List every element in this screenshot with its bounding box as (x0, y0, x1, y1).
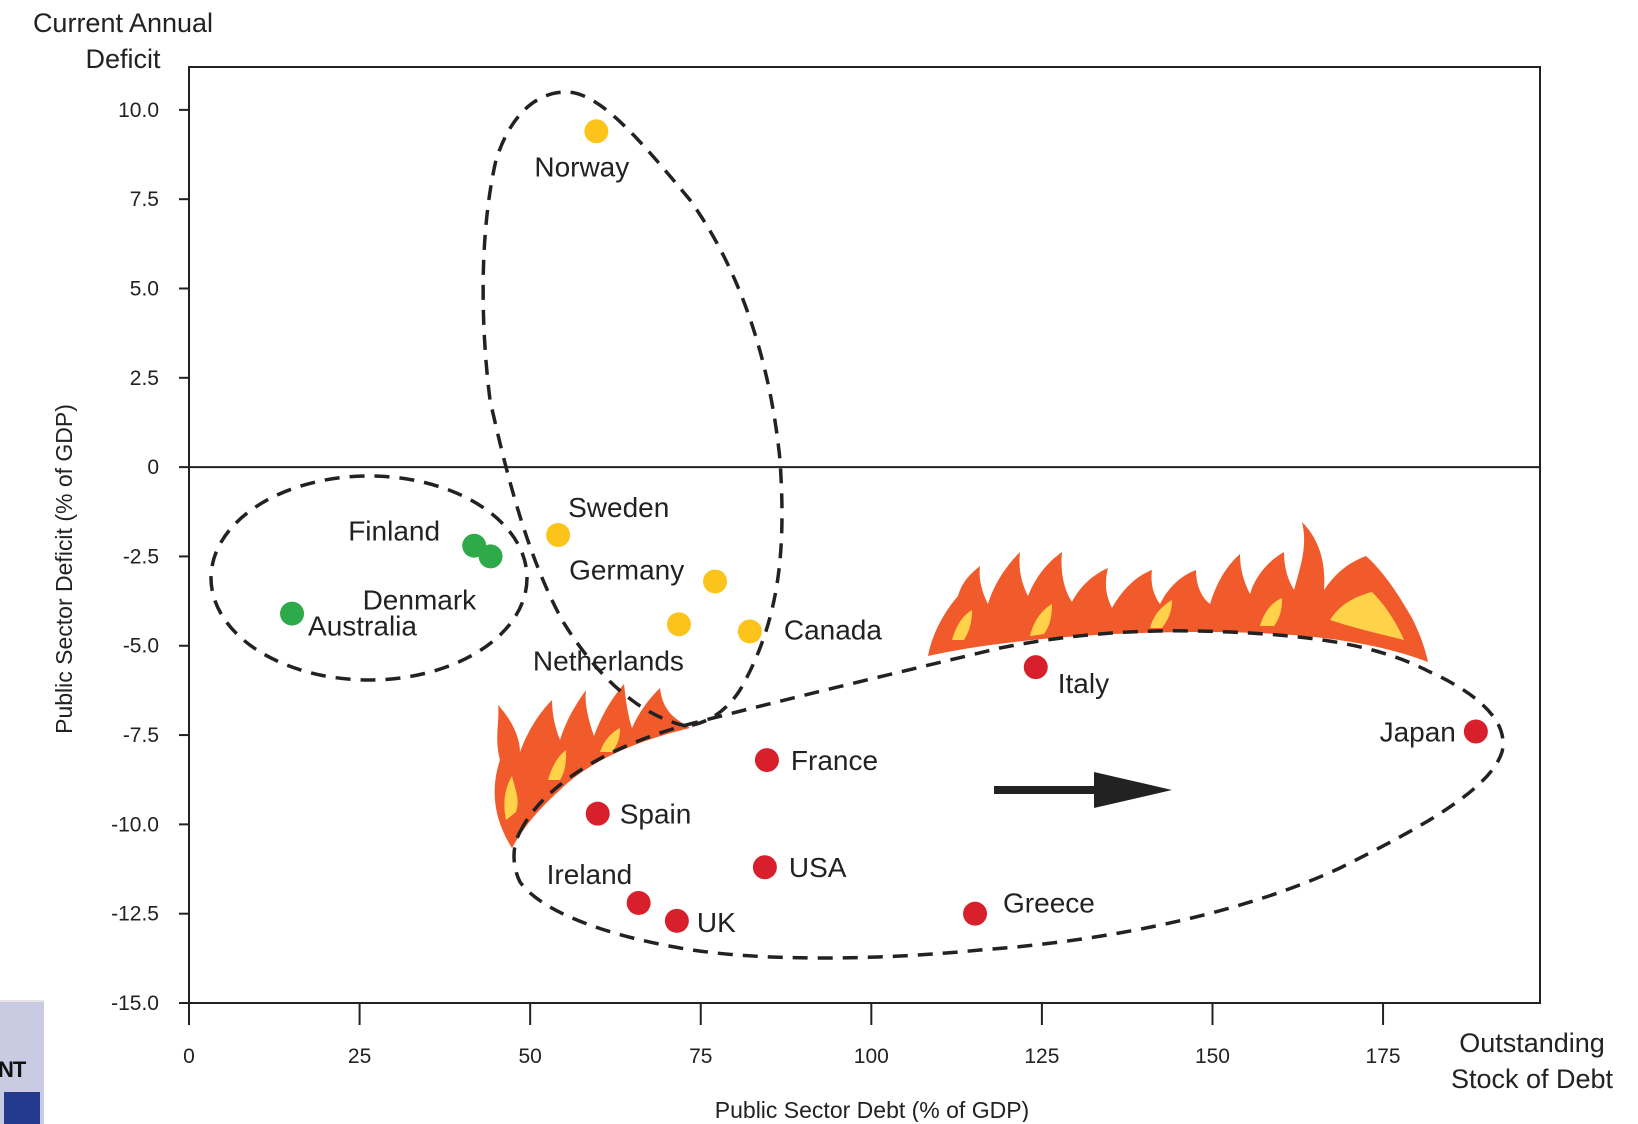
point-uk (664, 908, 689, 933)
point-ireland (626, 890, 651, 915)
point-spain (585, 801, 610, 826)
y-tick-label: -15.0 (111, 992, 159, 1015)
point-label-france: France (791, 745, 878, 776)
point-japan (1463, 719, 1488, 744)
y-tick-label: 10.0 (118, 99, 159, 122)
point-label-finland: Finland (348, 516, 440, 547)
point-italy (1023, 655, 1048, 680)
point-label-spain: Spain (620, 799, 692, 830)
point-label-netherlands: Netherlands (533, 645, 684, 676)
logo-mark (4, 1092, 40, 1124)
cluster-outlines (209, 90, 1505, 960)
y-tick-label: 0 (147, 456, 159, 479)
point-usa (752, 855, 777, 880)
logo: NT (0, 1000, 44, 1124)
y-axis-title: Public Sector Deficit (% of GDP) (51, 404, 77, 734)
y-tick-label: -2.5 (123, 545, 159, 568)
point-denmark (478, 544, 503, 569)
x-tick-label: 75 (689, 1045, 712, 1068)
point-label-sweden: Sweden (568, 492, 669, 523)
point-canada (737, 619, 762, 644)
y-tick-label: 7.5 (130, 188, 159, 211)
point-label-germany: Germany (569, 554, 684, 585)
flame-illustration (494, 522, 1428, 848)
point-label-norway: Norway (534, 151, 629, 182)
point-label-canada: Canada (784, 614, 883, 645)
x-tick-label: 125 (1024, 1045, 1059, 1068)
x-tick-label: 0 (183, 1045, 195, 1068)
y-tick-label: -5.0 (123, 635, 159, 658)
y-tick-label: 2.5 (130, 367, 159, 390)
yellow-cluster-outline (481, 90, 784, 728)
point-label-usa: USA (789, 852, 847, 883)
point-label-denmark: Denmark (363, 584, 478, 615)
point-australia (280, 601, 305, 626)
flame-left-inner (504, 728, 620, 820)
y-axis: 10.0 7.5 5.0 2.5 0 -2.5 -5.0 -7.5 -10.0 -12.5 -15.… (111, 99, 189, 1015)
data-points: Norway Sweden Germany Netherlands Canada Finl… (280, 119, 1488, 938)
x-corner-label-line2: Stock of Debt (1451, 1064, 1614, 1094)
x-tick-label: 25 (348, 1045, 371, 1068)
direction-arrow (994, 772, 1172, 808)
logo-text: NT (0, 1057, 26, 1082)
x-tick-label: 175 (1366, 1045, 1401, 1068)
point-label-greece: Greece (1003, 888, 1095, 919)
point-label-italy: Italy (1058, 668, 1109, 699)
y-corner-label-line1: Current Annual (33, 8, 213, 38)
point-label-ireland: Ireland (547, 859, 633, 890)
y-tick-label: -7.5 (123, 724, 159, 747)
x-tick-label: 50 (518, 1045, 541, 1068)
nordic-cluster-outline (209, 474, 529, 682)
x-axis-title: Public Sector Debt (% of GDP) (715, 1097, 1029, 1122)
y-corner-label-line2: Deficit (85, 44, 161, 74)
point-label-japan: Japan (1380, 716, 1456, 747)
plot-frame (188, 66, 1541, 1004)
point-label-uk: UK (697, 907, 736, 938)
x-corner-label-line1: Outstanding (1459, 1028, 1605, 1058)
flame-right (928, 522, 1428, 662)
point-label-australia: Australia (308, 611, 417, 642)
y-tick-label: -10.0 (111, 813, 159, 836)
point-germany (703, 569, 728, 594)
x-axis: 0 25 50 75 100 125 150 175 (183, 1003, 1401, 1068)
point-france (754, 748, 779, 773)
point-norway (584, 119, 609, 144)
red-cluster-outline (512, 629, 1505, 960)
point-netherlands (666, 612, 691, 637)
x-tick-label: 150 (1195, 1045, 1230, 1068)
point-sweden (546, 523, 571, 547)
point-greece (963, 901, 988, 926)
y-tick-label: -12.5 (111, 903, 159, 926)
y-tick-label: 5.0 (130, 277, 159, 300)
flame-right-inner (952, 592, 1404, 640)
flame-left (494, 684, 690, 848)
x-tick-label: 100 (854, 1045, 889, 1068)
